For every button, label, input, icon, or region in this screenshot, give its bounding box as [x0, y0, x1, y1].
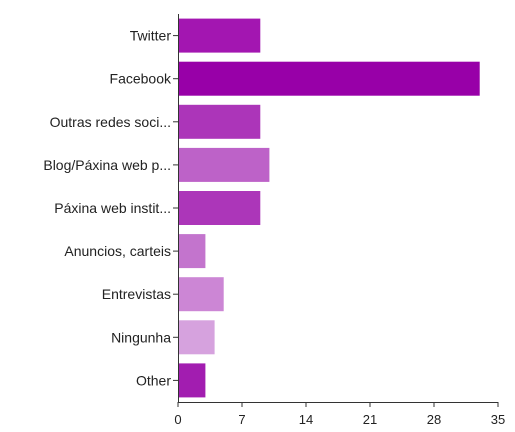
x-axis: 0 7 14 21 28 35 — [174, 402, 505, 427]
category-label-other: Other — [136, 372, 171, 388]
category-labels: Twitter Facebook Outras redes soci... Blog/… — [43, 28, 172, 389]
category-label-ningunha: Ningunha — [111, 329, 171, 345]
category-label-anuncios-carteis: Anuncios, carteis — [64, 243, 171, 259]
bar-anuncios-carteis — [178, 234, 206, 269]
bar-entrevistas — [178, 277, 224, 312]
bar-outras-redes-soci — [178, 104, 261, 139]
category-label-twitter: Twitter — [130, 28, 172, 44]
category-label-blog-p-xina-web-p: Blog/Páxina web p... — [43, 157, 171, 173]
bar-facebook — [178, 61, 480, 96]
category-label-facebook: Facebook — [110, 71, 172, 87]
bar-blog-p-xina-web-p — [178, 147, 270, 182]
bar-other — [178, 363, 206, 398]
bars-group — [178, 18, 480, 398]
x-tick-label-21: 21 — [363, 412, 377, 427]
category-label-entrevistas: Entrevistas — [102, 286, 171, 302]
y-axis — [173, 14, 179, 402]
bar-p-xina-web-instit — [178, 191, 261, 225]
x-tick-label-14: 14 — [299, 412, 313, 427]
x-tick-label-35: 35 — [491, 412, 505, 427]
bar-ningunha — [178, 320, 215, 355]
category-label-outras-redes-soci: Outras redes soci... — [50, 114, 171, 130]
x-tick-label-7: 7 — [238, 412, 245, 427]
x-tick-label-28: 28 — [427, 412, 441, 427]
x-tick-label-0: 0 — [174, 412, 181, 427]
category-label-p-xina-web-instit: Páxina web instit... — [54, 200, 171, 216]
bar-twitter — [178, 18, 261, 53]
